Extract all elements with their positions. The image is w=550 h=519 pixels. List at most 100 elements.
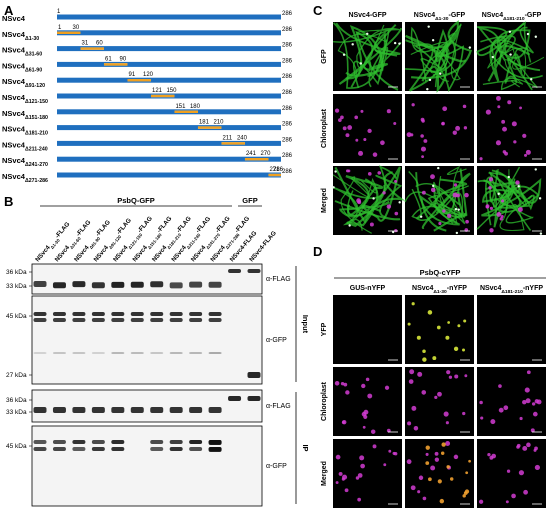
- blot-band: [111, 407, 125, 413]
- bright-spot: [468, 46, 472, 49]
- size-marker: 33 kDa: [6, 283, 27, 290]
- gfp-group-label: GFP: [242, 196, 257, 205]
- deletion-start-number: 271: [269, 167, 280, 173]
- yfp-signal: [425, 445, 430, 450]
- deletion-start-number: 31: [81, 41, 88, 47]
- chloroplast: [367, 393, 373, 399]
- row-label: Merged: [321, 461, 328, 486]
- chloroplast: [406, 459, 412, 465]
- chloroplast: [536, 399, 542, 405]
- blot-band: [91, 447, 105, 451]
- chloroplast: [343, 382, 348, 387]
- chloroplast: [491, 453, 497, 459]
- row-label: GFP: [321, 49, 328, 64]
- blot-band: [169, 312, 183, 316]
- chloroplast: [446, 370, 451, 375]
- chloroplast: [525, 149, 531, 155]
- chloroplast: [485, 205, 489, 209]
- chloroplast: [502, 150, 507, 154]
- chloroplast: [519, 106, 522, 110]
- blot-strip: [31, 425, 263, 507]
- chloroplast: [409, 369, 415, 375]
- deletion-end-number: 210: [213, 120, 224, 126]
- blot-band: [169, 352, 183, 354]
- deletion-end-number: 90: [119, 56, 126, 62]
- bright-spot: [366, 32, 369, 35]
- chloroplast: [367, 171, 372, 176]
- microscopy-tile: [333, 22, 403, 91]
- antibody-label: α-GFP: [266, 463, 287, 470]
- chloroplast: [361, 383, 366, 389]
- bright-spot: [538, 197, 542, 200]
- deletion-segment: [221, 142, 245, 145]
- microscopy-tile: [405, 439, 474, 508]
- bright-spot: [391, 230, 395, 234]
- size-marker: 27 kDa: [6, 372, 27, 379]
- yfp-signal: [463, 491, 468, 495]
- cell-outline: [438, 165, 467, 225]
- chloroplast: [515, 180, 520, 185]
- chloroplast: [490, 419, 496, 425]
- blot-band: [72, 407, 86, 413]
- yfp-signal: [422, 349, 426, 353]
- blot-band: [247, 269, 261, 273]
- construct-label: NSvc4Δ151-180: [2, 109, 48, 121]
- deletion-segment: [80, 47, 104, 50]
- blot-band: [72, 440, 86, 444]
- construct-label: NSvc4Δ181-210: [2, 125, 48, 137]
- chloroplast: [421, 119, 425, 123]
- chloroplast: [485, 109, 491, 115]
- chloroplast: [519, 416, 523, 421]
- construct-bar: [57, 77, 281, 83]
- chloroplast: [388, 449, 392, 453]
- chloroplast: [462, 411, 466, 416]
- bright-spot: [437, 166, 440, 170]
- microscopy-tile: [476, 166, 546, 235]
- panel-c-microscopy: NSvc4-GFP NSvc4Δ1-30-GFP NSvc4Δ181-210-GFP…: [321, 12, 546, 235]
- construct-bar: [57, 109, 281, 115]
- blot-band: [189, 407, 203, 413]
- yfp-signal: [457, 324, 461, 328]
- construct-bar: [57, 61, 281, 67]
- chloroplast: [495, 140, 502, 146]
- deletion-start-number: 91: [128, 72, 135, 78]
- construct-bar: [57, 172, 281, 178]
- deletion-segment: [103, 63, 128, 66]
- bright-spot: [534, 168, 537, 171]
- chloroplast: [386, 204, 392, 209]
- blot-band: [247, 396, 261, 401]
- construct-end-number: 286: [282, 169, 293, 175]
- chloroplast: [523, 489, 528, 495]
- blot-band: [150, 318, 164, 322]
- deletion-segment: [268, 173, 281, 177]
- chloroplast: [531, 402, 536, 406]
- blot-band: [52, 440, 66, 444]
- chloroplast: [430, 187, 436, 193]
- chloroplast: [489, 206, 493, 210]
- yfp-signal: [463, 319, 467, 323]
- bright-spot: [432, 184, 435, 188]
- bright-spot: [372, 197, 375, 200]
- chloroplast: [505, 500, 509, 504]
- blot-band: [208, 407, 222, 413]
- chloroplast: [344, 488, 349, 493]
- yfp-signal: [437, 479, 442, 484]
- chloroplast: [380, 140, 385, 146]
- blot-band: [189, 352, 203, 354]
- chloroplast: [410, 133, 414, 137]
- construct-label: NSvc4Δ211-240: [2, 140, 48, 152]
- blot-band: [33, 352, 47, 354]
- chloroplast: [423, 139, 428, 143]
- construct-end-number: 286: [282, 137, 293, 143]
- construct-end-number: 286: [282, 122, 293, 128]
- construct-label: NSvc4Δ271-286: [2, 172, 48, 184]
- construct-end-number: 286: [282, 74, 293, 80]
- chloroplast: [408, 379, 414, 384]
- chloroplast: [501, 119, 506, 124]
- chloroplast: [345, 133, 350, 138]
- chloroplast: [502, 126, 507, 132]
- deletion-end-number: 30: [72, 25, 79, 31]
- chloroplast: [507, 100, 512, 105]
- blot-band: [189, 318, 203, 322]
- chloroplast: [532, 411, 538, 417]
